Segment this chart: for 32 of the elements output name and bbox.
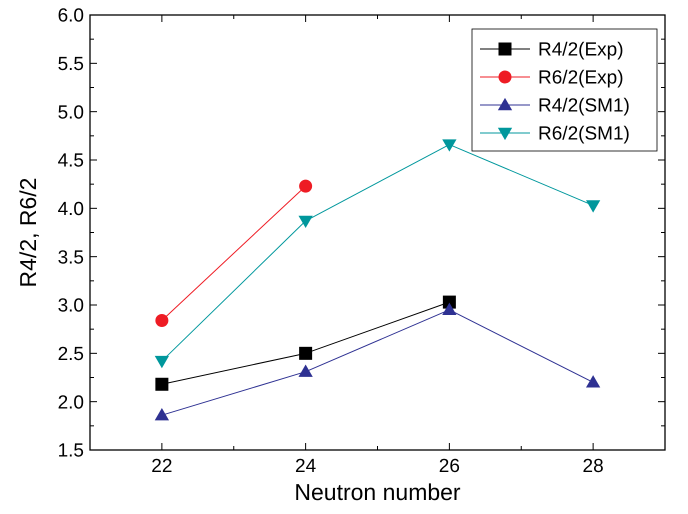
point xyxy=(299,346,312,360)
point xyxy=(155,314,168,327)
y-tick-label: 5.0 xyxy=(58,102,84,124)
y-tick-label: 6.0 xyxy=(58,6,84,27)
y-tick-label: 2.0 xyxy=(58,392,84,414)
point xyxy=(586,375,600,388)
y-tick-label: 4.0 xyxy=(58,198,84,220)
point xyxy=(154,356,170,368)
y-tick-label: 1.5 xyxy=(58,440,84,462)
point xyxy=(298,364,313,377)
x-tick-label: 26 xyxy=(438,456,460,477)
point xyxy=(155,378,168,391)
legend-label: R4/2(Exp) xyxy=(538,40,624,61)
point xyxy=(442,139,457,152)
y-tick-label: 5.5 xyxy=(58,54,84,75)
legend-label: R6/2(SM1) xyxy=(538,124,630,145)
point xyxy=(299,180,312,193)
y-tick-label: 2.5 xyxy=(58,344,84,365)
x-tick-label: 28 xyxy=(582,456,604,477)
point xyxy=(154,408,170,420)
x-axis-title: Neutron number xyxy=(294,479,461,505)
y-tick-label: 4.5 xyxy=(58,150,84,172)
legend-label: R4/2(SM1) xyxy=(538,96,630,117)
legend-label: R6/2(Exp) xyxy=(538,68,624,89)
x-tick-label: 24 xyxy=(295,456,317,477)
point xyxy=(298,216,313,228)
y-tick-label: 3.0 xyxy=(58,296,84,317)
point xyxy=(442,302,457,316)
y-axis-title: R4/2, R6/2 xyxy=(15,178,41,288)
y-tick-label: 3.5 xyxy=(58,247,84,268)
x-tick-label: 22 xyxy=(151,456,172,477)
point xyxy=(586,200,600,213)
